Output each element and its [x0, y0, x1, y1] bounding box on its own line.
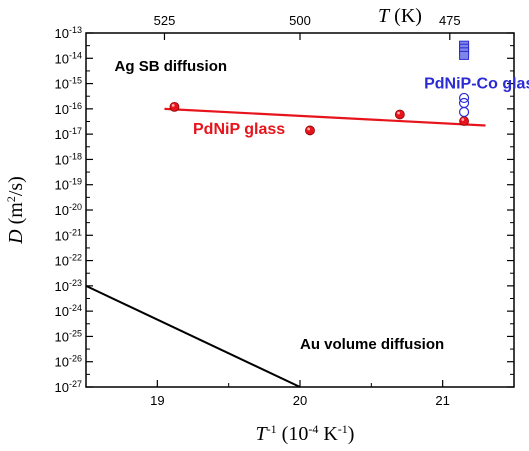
y-tick-label: 10-27 [55, 379, 82, 395]
au-volume-diffusion-line [85, 284, 301, 388]
y-tick-label: 10-18 [55, 151, 82, 167]
pdnip-co-glass-point [458, 92, 470, 104]
pdnip-glass-point-highlight [171, 103, 175, 107]
x-tick-label: 21 [435, 393, 449, 408]
y-tick-label: 10-25 [55, 328, 82, 344]
annotation-pdnip-co-glass: PdNiP-Co glass [424, 76, 529, 93]
pdnip-glass-point-highlight [307, 127, 311, 131]
y-axis-title: D (m2/s) [4, 176, 27, 245]
pdnip-glass-point-highlight [397, 111, 400, 115]
y-tick-label: 10-16 [55, 101, 82, 117]
pdnip-glass-point [305, 125, 315, 136]
x-tick-label: 19 [150, 393, 164, 408]
top-tick-label: 475 [439, 13, 461, 28]
pdnip-glass-point [394, 109, 405, 120]
annotation-au-volume-diffusion: Au volume diffusion [300, 336, 444, 353]
annotation-ag-sb-diffusion: Ag SB diffusion [115, 58, 227, 75]
y-tick-label: 10-20 [55, 202, 82, 218]
y-tick-label: 10-21 [55, 227, 82, 243]
y-tick-label: 10-19 [55, 177, 82, 193]
top-tick-label: 525 [154, 13, 176, 28]
pdnip-co-glass-point [458, 106, 470, 118]
y-tick-label: 10-26 [55, 354, 82, 370]
x-axis-title: T-1 (10-4 K-1) [256, 422, 355, 445]
pdnip-co-glass-squares-point [459, 50, 470, 60]
y-tick-label: 10-22 [55, 253, 82, 269]
y-tick-label: 10-13 [55, 25, 82, 41]
y-tick-label: 10-15 [55, 76, 82, 92]
pdnip-glass-fit-line [164, 107, 486, 127]
y-tick-label: 10-23 [55, 278, 82, 294]
top-axis-title: T (K) [378, 5, 422, 27]
pdnip-glass-point [169, 101, 180, 112]
y-tick-label: 10-14 [55, 50, 82, 66]
y-tick-label: 10-24 [55, 303, 82, 319]
annotation-pdnip-glass: PdNiP glass [193, 121, 285, 138]
x-tick-label: 20 [293, 393, 307, 408]
y-tick-label: 10-17 [55, 126, 82, 142]
pdnip-glass-point-highlight [461, 118, 465, 121]
pdnip-glass-point [459, 116, 469, 126]
top-tick-label: 500 [289, 13, 311, 28]
